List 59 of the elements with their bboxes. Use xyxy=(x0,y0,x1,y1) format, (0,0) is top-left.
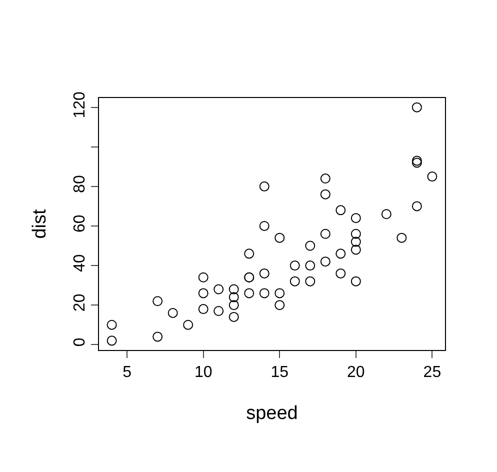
point xyxy=(350,213,361,224)
point xyxy=(152,332,163,342)
point xyxy=(427,172,438,182)
point xyxy=(214,284,224,294)
y-tick-label: 20 xyxy=(72,294,89,312)
x-tick-label: 15 xyxy=(270,364,289,382)
point xyxy=(290,260,300,271)
x-tick-label: 10 xyxy=(194,364,212,382)
y-axis-title: dist xyxy=(29,208,50,239)
point xyxy=(228,292,239,302)
x-tick-label: 25 xyxy=(423,364,442,382)
point xyxy=(336,248,346,259)
point xyxy=(198,288,208,298)
point xyxy=(228,284,239,294)
x-tick-label: 20 xyxy=(347,364,365,382)
point xyxy=(198,272,208,282)
point xyxy=(320,256,330,267)
x-axis-title: speed xyxy=(246,403,298,424)
point xyxy=(320,189,330,200)
point xyxy=(305,276,316,286)
point xyxy=(305,240,316,251)
point xyxy=(244,248,254,259)
point xyxy=(350,276,361,286)
point xyxy=(350,228,361,239)
y-tick-label: 120 xyxy=(72,91,89,118)
point xyxy=(412,102,422,112)
point xyxy=(274,300,285,310)
y-tick-label: 40 xyxy=(72,254,89,272)
point xyxy=(259,268,270,278)
point xyxy=(336,268,346,278)
point xyxy=(396,232,407,243)
point xyxy=(183,320,194,330)
point xyxy=(228,300,239,310)
point xyxy=(244,288,254,298)
point xyxy=(350,236,361,247)
point xyxy=(198,304,208,314)
point xyxy=(320,228,330,239)
point xyxy=(259,288,270,298)
point xyxy=(336,205,346,216)
point xyxy=(290,276,300,286)
point xyxy=(274,288,285,298)
point xyxy=(152,296,163,306)
y-tick-label: 60 xyxy=(72,214,89,232)
point xyxy=(259,181,270,192)
y-tick-label: 0 xyxy=(72,338,89,347)
point xyxy=(381,209,392,220)
point xyxy=(106,320,117,330)
y-tick-label: 80 xyxy=(72,175,89,193)
point xyxy=(305,260,316,271)
point xyxy=(320,174,330,184)
point xyxy=(274,232,285,243)
point xyxy=(259,220,270,231)
point xyxy=(228,312,239,322)
point xyxy=(214,306,224,316)
x-tick-label: 5 xyxy=(122,364,132,382)
point xyxy=(350,244,361,255)
point xyxy=(106,336,117,346)
point xyxy=(168,308,178,318)
point xyxy=(412,201,422,212)
